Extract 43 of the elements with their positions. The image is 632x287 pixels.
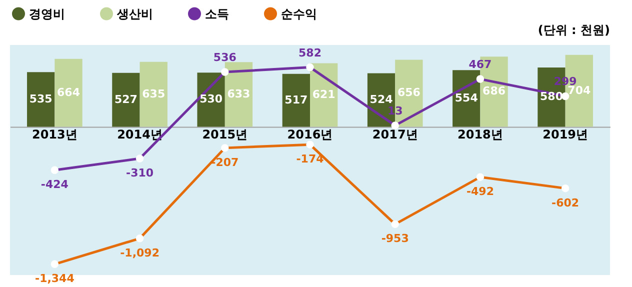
data-label: 704 <box>568 84 591 97</box>
data-label: 656 <box>397 86 421 100</box>
x-tick-label: 2013년 <box>32 127 78 142</box>
data-label: 467 <box>468 58 492 72</box>
data-label: -424 <box>40 178 69 192</box>
data-label: 524 <box>370 92 394 106</box>
bar <box>140 62 168 127</box>
data-label: 633 <box>227 87 250 100</box>
data-label: -1,344 <box>35 272 75 286</box>
bar <box>282 74 310 127</box>
legend-label: 경영비 <box>29 6 65 21</box>
data-label: -207 <box>211 156 239 169</box>
data-label: 554 <box>454 91 478 104</box>
data-label: 530 <box>200 92 223 106</box>
x-tick-label: 2019년 <box>542 127 588 142</box>
bar <box>112 72 140 127</box>
data-label: -492 <box>466 185 494 198</box>
bar <box>27 72 55 127</box>
data-label: -310 <box>126 166 154 180</box>
data-label: -953 <box>381 232 409 246</box>
data-label: 582 <box>298 46 322 60</box>
bar <box>54 58 82 127</box>
data-label: 517 <box>284 93 308 106</box>
data-label: -1,092 <box>120 246 160 260</box>
data-label: 664 <box>57 86 80 99</box>
legend-label: 소득 <box>205 6 229 21</box>
text: (단위 : 천원) <box>538 23 610 37</box>
data-label: 686 <box>482 84 506 98</box>
data-label: 580 <box>540 90 564 104</box>
data-label: 527 <box>114 92 138 106</box>
data-label: -174 <box>296 152 324 166</box>
data-label: 536 <box>213 50 237 64</box>
data-label: 621 <box>312 88 336 102</box>
data-label: 535 <box>29 92 52 106</box>
x-tick-label: 2015년 <box>202 127 248 142</box>
x-tick-label: 2018년 <box>458 127 503 142</box>
x-tick-label: 2014년 <box>117 127 162 142</box>
data-label: 635 <box>142 87 166 100</box>
data-label: -602 <box>552 196 580 210</box>
legend-label: 순수익 <box>281 6 317 21</box>
legend-label: 생산비 <box>116 6 153 21</box>
x-tick-label: 2017년 <box>372 127 418 142</box>
x-tick-label: 2016년 <box>287 127 333 142</box>
